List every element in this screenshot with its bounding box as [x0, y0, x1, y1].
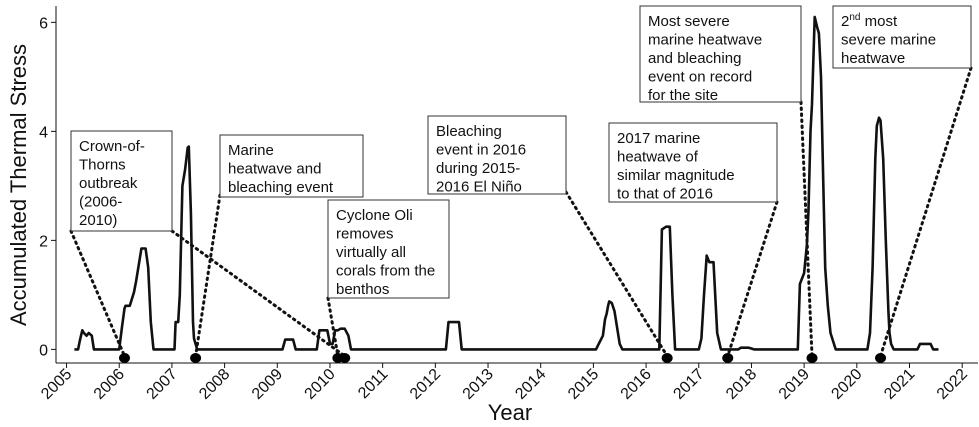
annotation-text-line: similar magnitude	[617, 167, 735, 184]
y-tick-label: 4	[39, 124, 48, 141]
annotation-text-line: for the site	[648, 87, 718, 104]
annotation-leader	[799, 100, 814, 358]
x-tick-label: 2013	[460, 366, 497, 403]
x-tick-label: 2005	[38, 366, 75, 403]
x-tick-label: 2010	[302, 366, 339, 403]
annotation-text-line: outbreak	[79, 175, 138, 192]
event-marker	[661, 353, 673, 363]
annotation-text-line: corals from the	[336, 263, 435, 280]
x-tick-label: 2018	[723, 366, 760, 403]
event-marker	[190, 353, 202, 363]
annotation-text-line: Marine	[228, 142, 274, 159]
event-marker	[339, 353, 351, 363]
x-axis-title: Year	[488, 400, 532, 425]
x-tick-label: 2011	[355, 366, 391, 402]
annotation-text-line: to that of 2016	[617, 186, 713, 203]
x-tick-label: 2006	[91, 366, 128, 403]
event-markers	[118, 353, 887, 363]
annotation-text-line: benthos	[336, 281, 389, 298]
annotation-text-line: Cyclone Oli	[336, 207, 413, 224]
annotation-leader	[69, 229, 126, 358]
annotation-text-line: Most severe	[648, 13, 730, 30]
annotation-text-line: bleaching event	[228, 179, 334, 196]
annotation-text-line: 2nd most	[841, 12, 898, 30]
x-tick-label: 2021	[881, 366, 918, 403]
event-marker	[806, 353, 818, 363]
x-tick-label: 2007	[144, 366, 181, 403]
annotation-box	[832, 5, 972, 69]
annotation-text-line: event on record	[648, 69, 752, 86]
x-tick-label: 2014	[512, 366, 549, 403]
annotation-text-line: heatwave	[841, 50, 905, 67]
x-tick-label: 2015	[565, 366, 602, 403]
annotation-text-line: virtually all	[336, 244, 406, 261]
annotation-box	[327, 199, 450, 299]
annotation-text-line: event in 2016	[436, 142, 526, 159]
y-axis-ticks: 0 2 4 6	[39, 15, 56, 359]
annotation-text-line: 2010)	[79, 212, 117, 229]
annotation-text-line: severe marine	[841, 32, 936, 49]
annotation-leader	[726, 200, 779, 358]
event-marker	[722, 353, 734, 363]
annotation-text-line: 2016 El Niño	[436, 179, 522, 196]
annotation-leader	[194, 193, 222, 358]
annotation-text-line: Bleaching	[436, 123, 502, 140]
event-marker	[875, 353, 887, 363]
x-tick-label: 2022	[934, 366, 971, 403]
annotation-text-line: and bleaching	[648, 50, 741, 67]
annotation-text-line: (2006-	[79, 194, 122, 211]
x-tick-label: 2016	[618, 366, 655, 403]
annotation-text-line: marine heatwave	[648, 32, 762, 49]
annotation-text-line: removes	[336, 226, 394, 243]
annotation-leader	[564, 190, 669, 358]
annotation-text-line: during 2015-	[436, 160, 520, 177]
annotation-box	[219, 134, 364, 198]
plot-frame	[55, 6, 978, 364]
y-axis-title: Accumulated Thermal Stress	[6, 44, 31, 326]
thermal-stress-series-line	[74, 15, 939, 351]
x-tick-label: 2008	[196, 366, 233, 403]
annotation-leader	[879, 66, 973, 358]
annotation-text-line: 2017 marine	[617, 130, 700, 147]
annotation-leader	[326, 296, 340, 358]
event-marker	[118, 353, 130, 363]
annotation-text-line: Crown-of-	[79, 138, 145, 155]
x-tick-label: 2009	[249, 366, 286, 403]
annotation-box	[427, 115, 567, 195]
y-tick-label: 6	[39, 15, 48, 32]
annotation-box	[639, 5, 802, 103]
annotation-text-line: Thorns	[79, 157, 126, 174]
annotation-box	[608, 122, 778, 203]
x-tick-label: 2020	[828, 366, 865, 403]
annotation-leader	[170, 229, 347, 358]
x-tick-label: 2019	[776, 366, 813, 403]
x-tick-label: 2017	[670, 366, 707, 403]
x-axis-ticks: 2005 2006 2007 2008 2009 2010 2011 2012 2013 2014…	[38, 363, 971, 403]
x-tick-label: 2012	[407, 366, 444, 403]
annotation-leaders	[69, 66, 973, 358]
y-tick-label: 0	[39, 342, 48, 359]
annotation-text-line: heatwave and	[228, 161, 321, 178]
annotation-text-line: heatwave of	[617, 149, 699, 166]
annotation-box	[70, 130, 173, 232]
y-tick-label: 2	[39, 233, 48, 250]
